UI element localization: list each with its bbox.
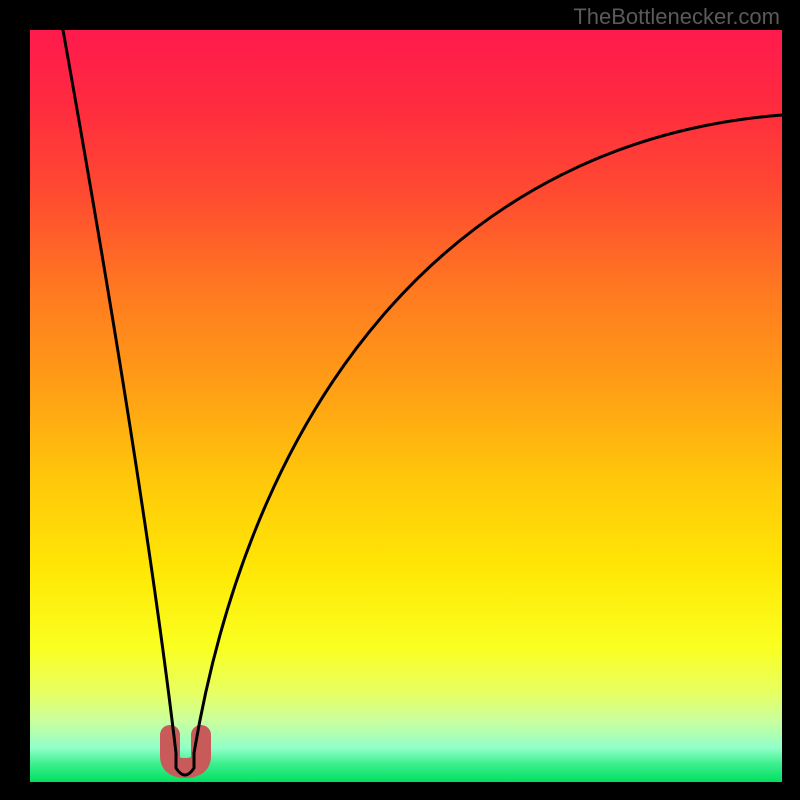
watermark-text: TheBottlenecker.com	[573, 4, 780, 30]
bottleneck-curve	[63, 30, 782, 775]
bottleneck-curve-layer	[0, 0, 800, 800]
